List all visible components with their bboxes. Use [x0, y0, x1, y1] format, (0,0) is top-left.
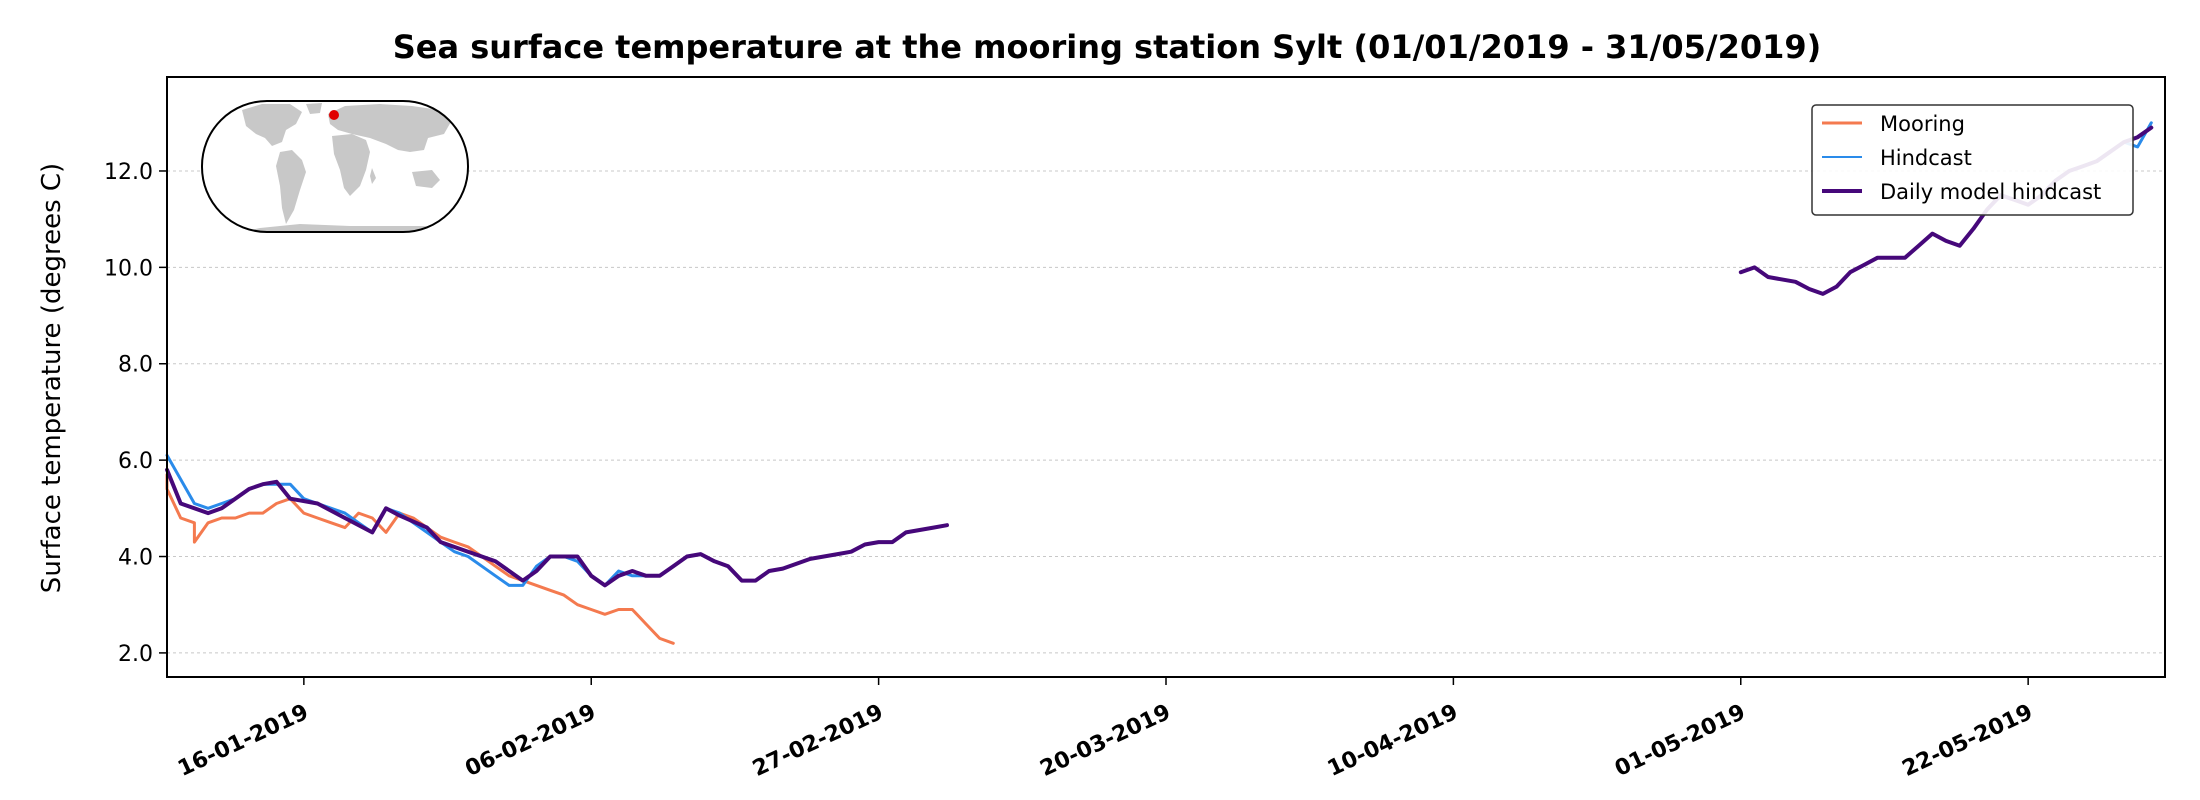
world-map-inset	[201, 100, 469, 233]
x-axis: 16-01-2019 06-02-2019 27-02-2019 20-03-2019…	[174, 677, 2037, 782]
y-tick-label: 8.0	[118, 353, 153, 378]
legend-item-hindcast: Hindcast	[1822, 146, 1972, 170]
y-axis: 2.0 4.0 6.0 8.0 10.0 12.0	[104, 160, 167, 667]
x-tick-label: 16-01-2019	[174, 700, 312, 782]
legend-label-daily-model-hindcast: Daily model hindcast	[1880, 180, 2101, 204]
series-line-mooring	[165, 473, 675, 645]
legend-frame	[1811, 104, 2134, 216]
x-tick-label: 06-02-2019	[462, 700, 600, 782]
y-tick-label: 6.0	[118, 449, 153, 474]
x-tick-label: 22-05-2019	[1899, 700, 2037, 782]
y-tick-label: 12.0	[104, 160, 153, 185]
x-tick-label: 27-02-2019	[749, 700, 887, 782]
x-tick-label: 10-04-2019	[1324, 700, 1462, 782]
continents	[202, 103, 468, 232]
legend-label-mooring: Mooring	[1880, 112, 1965, 136]
station-marker-icon	[329, 110, 339, 120]
y-tick-label: 2.0	[118, 642, 153, 667]
y-axis-label: Surface temperature (degrees C)	[37, 163, 67, 593]
y-tick-label: 10.0	[104, 256, 153, 281]
y-tick-label: 4.0	[118, 546, 153, 571]
legend-item-mooring: Mooring	[1822, 112, 1965, 136]
legend: Mooring Hindcast Daily model hindcast	[1811, 104, 2134, 216]
legend-item-daily-model-hindcast: Daily model hindcast	[1822, 180, 2101, 204]
grid-lines	[167, 170, 2165, 654]
x-tick-label: 01-05-2019	[1611, 700, 1749, 782]
x-tick-label: 20-03-2019	[1036, 700, 1174, 782]
series-line-daily-model-hindcast	[165, 467, 949, 588]
legend-label-hindcast: Hindcast	[1880, 146, 1972, 170]
chart-title: Sea surface temperature at the mooring s…	[393, 28, 1822, 66]
